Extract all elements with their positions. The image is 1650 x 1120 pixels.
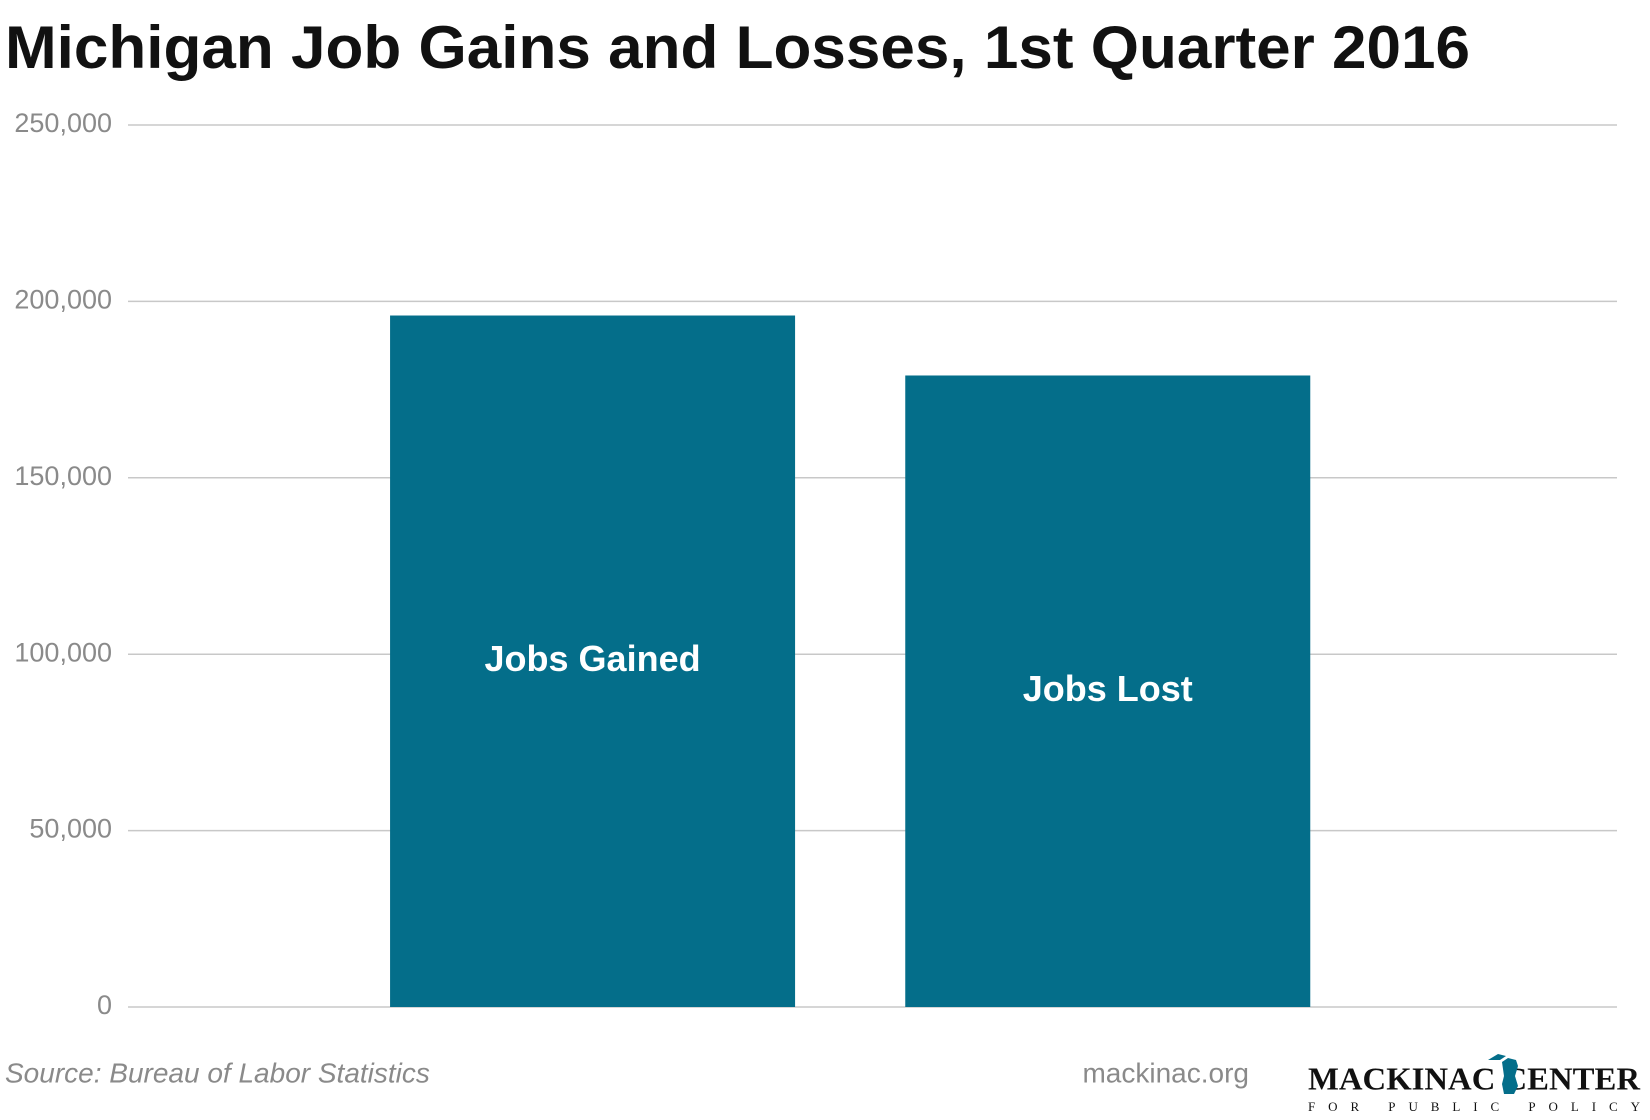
chart-title: Michigan Job Gains and Losses, 1st Quart… (5, 14, 1470, 81)
logo-name: MACKINAC CENTER (1308, 1060, 1641, 1096)
y-tick-label: 200,000 (14, 285, 112, 315)
bar (390, 315, 796, 1008)
logo-icon (1488, 1054, 1518, 1094)
source-note: Source: Bureau of Labor Statistics (5, 1057, 430, 1088)
logo-tagline: FOR PUBLIC POLICY (1308, 1099, 1641, 1114)
y-tick-label: 100,000 (14, 637, 112, 667)
bar (905, 375, 1311, 1007)
y-tick-label: 0 (97, 990, 112, 1020)
website: mackinac.org (1082, 1057, 1249, 1088)
y-tick-label: 150,000 (14, 461, 112, 491)
y-tick-label: 250,000 (14, 108, 112, 138)
bar-label: Jobs Lost (1023, 668, 1193, 709)
bar-label: Jobs Gained (485, 638, 701, 679)
y-tick-label: 50,000 (29, 814, 112, 844)
